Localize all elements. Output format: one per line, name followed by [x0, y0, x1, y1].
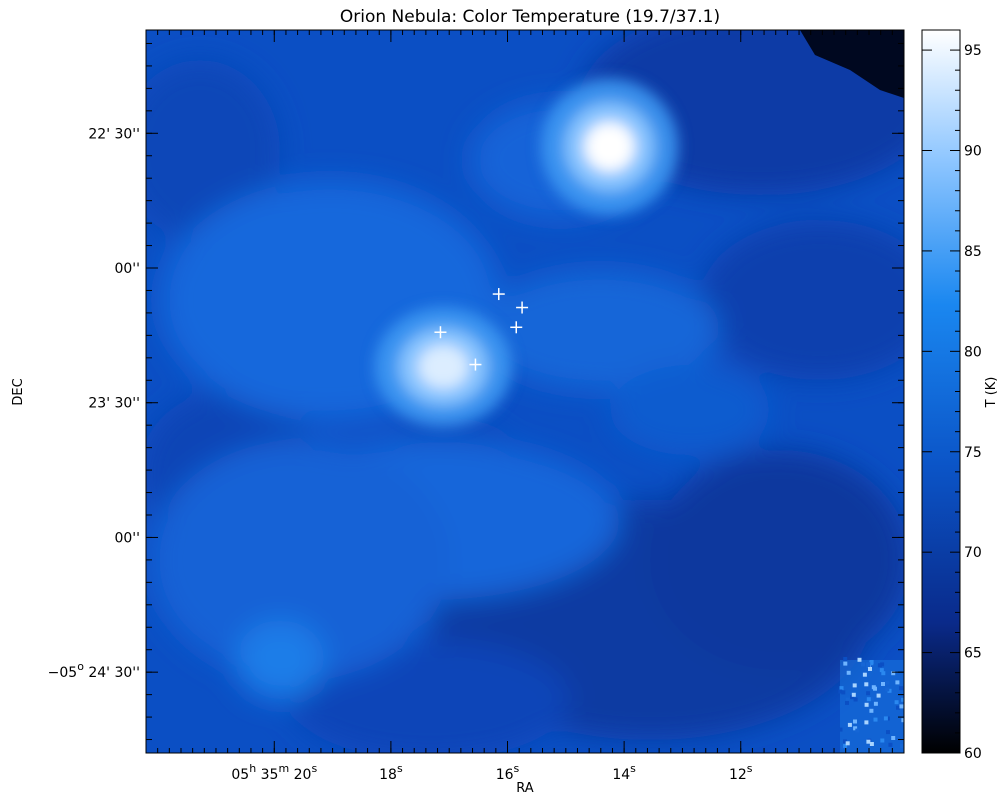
- y-axis-label: DEC: [11, 378, 26, 405]
- marker-cross-5: [469, 358, 482, 371]
- hotspot-2: [374, 307, 513, 427]
- colorbar-tick-label-4: 75: [964, 445, 982, 461]
- x-axis: 05h​ 35m​ 20s​ 18s​ 16s​ 14s​ 12s​: [231, 30, 753, 783]
- y-tick-label-5: −05o 24' 30'': [48, 660, 140, 681]
- colorbar-tick-label-1: 60: [964, 746, 982, 762]
- colorbar-tick-label-7: 90: [964, 144, 982, 160]
- marker-cross-1: [492, 288, 505, 301]
- y-tick-label-1: 22' 30'': [88, 126, 140, 142]
- colorbar-label: T (K): [984, 377, 999, 409]
- colorbar-gradient: [921, 29, 961, 754]
- x-tick-label-3: 16s​: [496, 762, 520, 783]
- hotspot-1: [540, 78, 679, 216]
- colorbar: 60 65 70 75 80 85 90 95 T (K): [921, 29, 999, 762]
- x-tick-label-2: 18s​: [379, 762, 403, 783]
- colorbar-tick-label-6: 85: [964, 244, 982, 260]
- colorbar-tick-label-8: 95: [964, 43, 982, 59]
- x-tick-label-4: 14s​: [612, 762, 636, 783]
- y-tick-label-4: 00'': [114, 530, 140, 546]
- plot-frame: [145, 29, 905, 754]
- colorbar-tick-label-2: 65: [964, 646, 982, 662]
- marker-cross-3: [510, 321, 523, 334]
- x-axis-label: RA: [516, 781, 534, 795]
- colorbar-tick-label-5: 80: [964, 344, 982, 360]
- heatmap-image: [146, 30, 904, 753]
- marker-cross-4: [434, 326, 447, 339]
- x-tick-label-1: 05h​ 35m​ 20s​: [231, 762, 317, 783]
- x-tick-label-5: 12s​: [729, 762, 753, 783]
- colorbar-tick-label-3: 70: [964, 545, 982, 561]
- chart-title: Orion Nebula: Color Temperature (19.7/37…: [340, 7, 720, 27]
- y-axis: 22' 30'' 00'' 23' 30'' 00'' −05o 24' 30'': [48, 126, 904, 681]
- marker-cross-2: [516, 301, 529, 314]
- y-tick-label-2: 00'': [114, 261, 140, 277]
- y-tick-label-3: 23' 30'': [88, 396, 140, 412]
